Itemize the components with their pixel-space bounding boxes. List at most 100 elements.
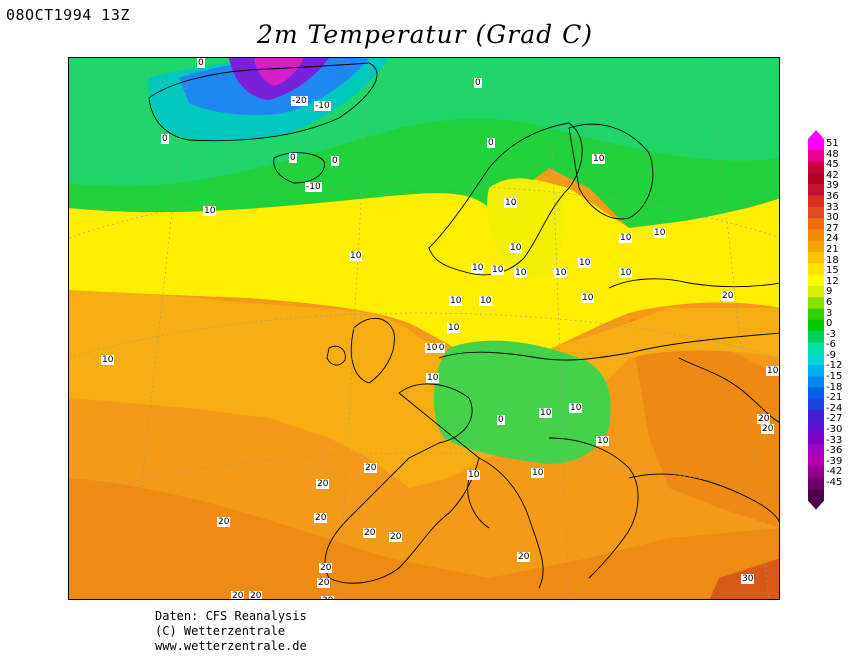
legend-tick-label: 12 bbox=[826, 275, 839, 287]
contour-label: 10 bbox=[766, 366, 779, 376]
contour-label: 0 bbox=[474, 78, 482, 88]
map-fields bbox=[69, 58, 779, 599]
credit-url[interactable]: www.wetterzentrale.de bbox=[155, 639, 307, 653]
legend-swatch bbox=[808, 263, 824, 276]
legend-tick-label: -39 bbox=[826, 455, 843, 467]
legend-tick-label: -21 bbox=[826, 392, 843, 404]
contour-label: 20 bbox=[389, 532, 403, 542]
legend-tick-label: 27 bbox=[826, 222, 839, 234]
legend-swatch bbox=[808, 319, 824, 332]
legend-tick-label: -45 bbox=[826, 477, 843, 488]
data-credits: Daten: CFS Reanalysis (C) Wetterzentrale… bbox=[155, 609, 307, 654]
contour-label: 0 bbox=[331, 156, 339, 166]
legend-tick-label: -3 bbox=[826, 328, 836, 340]
contour-label: 20 bbox=[757, 414, 771, 424]
legend-tick-label: -33 bbox=[826, 434, 843, 446]
legend-tick-label: -9 bbox=[826, 349, 836, 361]
contour-label: 20 bbox=[364, 463, 378, 473]
legend-tick-label: 39 bbox=[826, 180, 839, 192]
contour-label: 10 bbox=[578, 258, 592, 268]
legend-tick-label: 21 bbox=[826, 243, 839, 255]
contour-label: 10 bbox=[471, 263, 485, 273]
legend-swatch bbox=[808, 240, 824, 253]
legend-swatch bbox=[808, 161, 824, 174]
legend-swatch bbox=[808, 184, 824, 196]
legend-swatch bbox=[808, 410, 824, 422]
contour-label: 10 bbox=[426, 373, 440, 383]
color-legend bbox=[808, 130, 824, 510]
contour-label: 10 bbox=[349, 251, 363, 261]
contour-label: 20 bbox=[363, 528, 377, 538]
contour-label: 20 bbox=[217, 517, 231, 527]
contour-label: -10 bbox=[305, 182, 322, 192]
legend-tick-label: -15 bbox=[826, 371, 843, 383]
legend-swatch bbox=[808, 206, 824, 219]
contour-label: 20 bbox=[321, 596, 335, 599]
contour-label: 10 bbox=[554, 268, 568, 278]
contour-label: 10 bbox=[531, 468, 545, 478]
contour-label: 0 bbox=[497, 415, 505, 425]
legend-swatch bbox=[808, 150, 824, 163]
contour-label: 0 bbox=[161, 134, 169, 144]
contour-label: 20 bbox=[319, 563, 333, 573]
contour-label: 10 bbox=[539, 408, 553, 418]
contour-label: 30 bbox=[741, 574, 755, 584]
contour-label: 10 bbox=[101, 355, 115, 365]
credit-copyright: (C) Wetterzentrale bbox=[155, 624, 286, 638]
legend-tick-label: 42 bbox=[826, 169, 839, 181]
contour-label: 10 bbox=[509, 243, 523, 253]
field-6-central bbox=[433, 340, 611, 464]
legend-swatch bbox=[808, 297, 824, 309]
contour-label: 20 bbox=[249, 591, 263, 600]
contour-label: 10 bbox=[432, 343, 446, 353]
credit-source: Daten: CFS Reanalysis bbox=[155, 609, 307, 623]
legend-tick-label: 18 bbox=[826, 254, 839, 266]
contour-label: 10 bbox=[504, 198, 518, 208]
legend-swatch bbox=[808, 353, 824, 366]
contour-label: 10 bbox=[449, 296, 463, 306]
coastlines bbox=[148, 62, 779, 589]
field-12 bbox=[69, 178, 779, 368]
field-18 bbox=[69, 288, 779, 488]
contour-label: 20 bbox=[761, 424, 775, 434]
contour-label: 20 bbox=[231, 591, 245, 600]
graticule bbox=[69, 58, 779, 599]
legend-tick-label: 30 bbox=[826, 212, 839, 224]
legend-tick-label: 6 bbox=[826, 296, 833, 308]
legend-arrow-top bbox=[808, 130, 824, 139]
legend-swatch bbox=[808, 274, 824, 287]
legend-swatch bbox=[808, 398, 824, 411]
legend-swatch bbox=[808, 489, 824, 502]
legend-swatch bbox=[808, 432, 824, 445]
legend-swatch bbox=[808, 172, 824, 185]
legend-tick-label: -24 bbox=[826, 402, 843, 414]
legend-ticks: 51 48 45 42 39 36 33 30 27 24 21 18 15 12 9 6 3 0 -3 -6 -9 -1… bbox=[826, 138, 843, 489]
legend-tick-label: -18 bbox=[826, 381, 843, 393]
contour-label: 10 bbox=[592, 154, 606, 164]
contour-label: 20 bbox=[317, 578, 331, 588]
contour-label: 0 bbox=[289, 153, 297, 163]
temperature-map: 0 0 -20 -10 0 0 0 -10 0 10 10 10 10 10 10 10 10 10 10 10 10 1… bbox=[68, 57, 780, 600]
contour-label: 10 bbox=[596, 436, 610, 446]
legend-swatch bbox=[808, 331, 824, 343]
contour-label: 10 bbox=[479, 296, 493, 306]
field-24-south bbox=[69, 478, 779, 599]
contour-label: 20 bbox=[721, 291, 735, 301]
contour-label: 10 bbox=[581, 293, 595, 303]
contour-label: 10 bbox=[425, 343, 439, 353]
contour-label: 10 bbox=[619, 233, 633, 243]
legend-tick-label: -30 bbox=[826, 424, 843, 436]
legend-swatch bbox=[808, 229, 824, 242]
contour-label: 10 bbox=[491, 265, 505, 275]
legend-tick-label: -27 bbox=[826, 413, 843, 425]
legend-swatch bbox=[808, 195, 824, 208]
legend-swatch bbox=[808, 308, 824, 321]
contour-label: 10 bbox=[203, 206, 217, 216]
legend-tick-label: 9 bbox=[826, 286, 833, 298]
legend-swatch bbox=[808, 218, 824, 230]
date-label: 08OCT1994 13Z bbox=[6, 6, 130, 24]
legend-tick-label: 15 bbox=[826, 265, 839, 277]
legend-tick-label: 3 bbox=[826, 307, 833, 319]
legend-swatch bbox=[808, 421, 824, 434]
legend-tick-label: -12 bbox=[826, 360, 843, 372]
